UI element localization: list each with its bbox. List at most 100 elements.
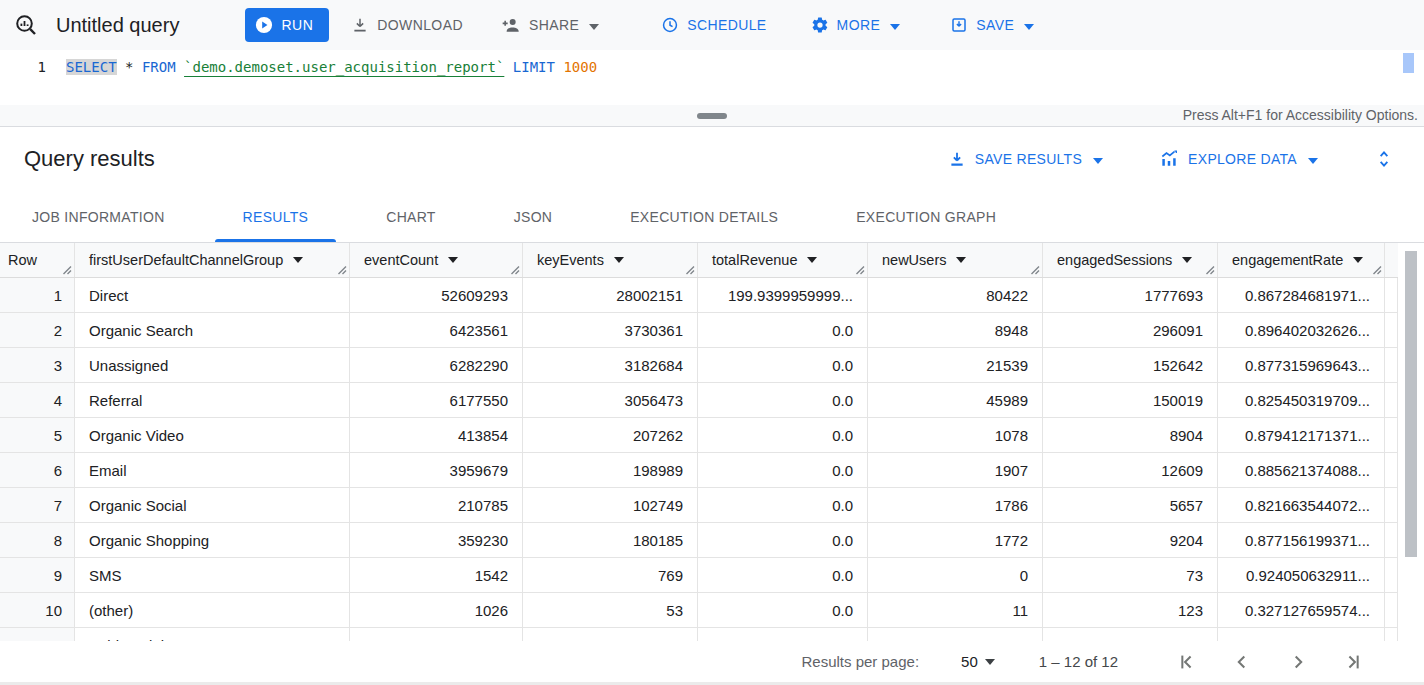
table-cell: Organic Video	[75, 418, 350, 452]
next-page-button[interactable]	[1286, 650, 1310, 674]
results-per-page-label: Results per page:	[802, 653, 920, 670]
table-row: 11Paid Social9974940.0041.0	[0, 628, 1398, 641]
page-size-select[interactable]: 50	[961, 653, 995, 670]
table-row: 5Organic Video4138542072620.0107889040.8…	[0, 418, 1398, 453]
query-title: Untitled query	[56, 14, 179, 37]
table-cell: 180185	[523, 523, 698, 557]
column-header-label: engagementRate	[1232, 252, 1343, 268]
column-resize-handle[interactable]	[1372, 265, 1382, 275]
tab-execution-details[interactable]: EXECUTION DETAILS	[602, 191, 806, 242]
column-menu-icon[interactable]	[1182, 257, 1192, 263]
table-cell: 0.0	[698, 558, 868, 592]
row-number-cell: 3	[0, 348, 75, 382]
column-menu-icon[interactable]	[1353, 257, 1363, 263]
editor-scrollbar-thumb[interactable]	[1403, 53, 1414, 73]
table-row: 8Organic Shopping3592301801850.017729204…	[0, 523, 1398, 558]
table-scrollbar-thumb[interactable]	[1405, 251, 1417, 557]
explore-data-button[interactable]: EXPLORE DATA	[1151, 141, 1326, 177]
column-header-engagedsessions[interactable]: engagedSessions	[1043, 243, 1218, 277]
table-body: 1Direct5260929328002151199.9399959999...…	[0, 278, 1424, 641]
tab-job-information[interactable]: JOB INFORMATION	[4, 191, 193, 242]
table-row: 3Unassigned628229031826840.0215391526420…	[0, 348, 1398, 383]
last-page-icon	[1343, 651, 1365, 673]
sql-token: SELECT	[66, 59, 117, 75]
column-resize-handle[interactable]	[337, 265, 347, 275]
column-resize-handle[interactable]	[510, 265, 520, 275]
collapse-panel-button[interactable]	[1374, 148, 1394, 170]
tab-execution-graph[interactable]: EXECUTION GRAPH	[828, 191, 1024, 242]
column-header-keyevents[interactable]: keyEvents	[523, 243, 698, 277]
chevron-down-icon	[1308, 151, 1318, 167]
column-resize-handle[interactable]	[685, 265, 695, 275]
table-row: 2Organic Search642356137303610.089482960…	[0, 313, 1398, 348]
table-cell: 0	[868, 558, 1043, 592]
sql-editor[interactable]: 1 SELECT * FROM `demo.demoset.user_acqui…	[0, 50, 1424, 105]
splitter-drag-handle[interactable]	[697, 113, 727, 119]
table-cell-extra	[1385, 383, 1398, 417]
table-cell: Organic Search	[75, 313, 350, 347]
table-cell: Paid Social	[75, 628, 350, 641]
table-row: 10(other)1026530.0111230.327127659574...	[0, 593, 1398, 628]
previous-page-button[interactable]	[1230, 650, 1254, 674]
column-header-totalrevenue[interactable]: totalRevenue	[698, 243, 868, 277]
column-resize-handle[interactable]	[62, 265, 72, 275]
share-button[interactable]: SHARE	[489, 7, 611, 43]
column-header-eventcount[interactable]: eventCount	[350, 243, 523, 277]
table-cell: 199.9399959999...	[698, 278, 868, 312]
results-table: RowfirstUserDefaultChannelGroupeventCoun…	[0, 243, 1424, 641]
table-row: 9SMS15427690.00730.924050632911...	[0, 558, 1398, 593]
more-button[interactable]: MORE	[799, 7, 913, 43]
row-number-cell: 6	[0, 453, 75, 487]
column-resize-handle[interactable]	[1205, 265, 1215, 275]
table-cell: 1542	[350, 558, 523, 592]
table-cell: 6282290	[350, 348, 523, 382]
table-cell: 3056473	[523, 383, 698, 417]
person-add-icon	[501, 15, 521, 35]
first-page-button[interactable]	[1174, 650, 1198, 674]
table-cell: 296091	[1043, 313, 1218, 347]
table-cell: 1786	[868, 488, 1043, 522]
run-button[interactable]: RUN	[245, 8, 329, 42]
column-header-firstuserdefaultchannelgroup[interactable]: firstUserDefaultChannelGroup	[75, 243, 350, 277]
column-menu-icon[interactable]	[807, 257, 817, 263]
table-cell: 0.877315969643...	[1218, 348, 1385, 382]
table-cell: 45989	[868, 383, 1043, 417]
column-menu-icon[interactable]	[293, 257, 303, 263]
column-menu-icon[interactable]	[614, 257, 624, 263]
table-cell: 0.0	[698, 383, 868, 417]
download-icon	[351, 16, 369, 34]
chevron-down-icon	[1024, 17, 1034, 33]
column-resize-handle[interactable]	[1030, 265, 1040, 275]
column-resize-handle[interactable]	[855, 265, 865, 275]
column-header-newusers[interactable]: newUsers	[868, 243, 1043, 277]
tab-json[interactable]: JSON	[486, 191, 581, 242]
tab-chart[interactable]: CHART	[358, 191, 463, 242]
table-cell: 152642	[1043, 348, 1218, 382]
sql-code[interactable]: SELECT * FROM `demo.demoset.user_acquisi…	[66, 59, 597, 75]
save-results-button[interactable]: SAVE RESULTS	[940, 141, 1111, 177]
row-number-cell: 1	[0, 278, 75, 312]
table-cell: 0.0	[698, 628, 868, 641]
share-button-label: SHARE	[529, 17, 579, 33]
last-page-button[interactable]	[1342, 650, 1366, 674]
sql-token: 1000	[563, 59, 597, 75]
row-number-cell: 5	[0, 418, 75, 452]
download-button-label: DOWNLOAD	[377, 17, 463, 33]
tab-results[interactable]: RESULTS	[215, 191, 337, 242]
query-results-title: Query results	[24, 146, 155, 172]
column-menu-icon[interactable]	[956, 257, 966, 263]
table-cell: 997	[350, 628, 523, 641]
table-row: 1Direct5260929328002151199.9399959999...…	[0, 278, 1398, 313]
save-button[interactable]: SAVE	[938, 7, 1046, 43]
table-cell: 12609	[1043, 453, 1218, 487]
table-cell: 210785	[350, 488, 523, 522]
column-header-engagementrate[interactable]: engagementRate	[1218, 243, 1385, 277]
column-menu-icon[interactable]	[448, 257, 458, 263]
schedule-button[interactable]: SCHEDULE	[649, 7, 778, 43]
download-button[interactable]: DOWNLOAD	[339, 7, 475, 43]
column-header-label: firstUserDefaultChannelGroup	[89, 252, 283, 268]
table-cell: 0.879412171371...	[1218, 418, 1385, 452]
table-scrollbar[interactable]	[1398, 243, 1424, 641]
table-cell: 1078	[868, 418, 1043, 452]
table-cell: 123	[1043, 593, 1218, 627]
